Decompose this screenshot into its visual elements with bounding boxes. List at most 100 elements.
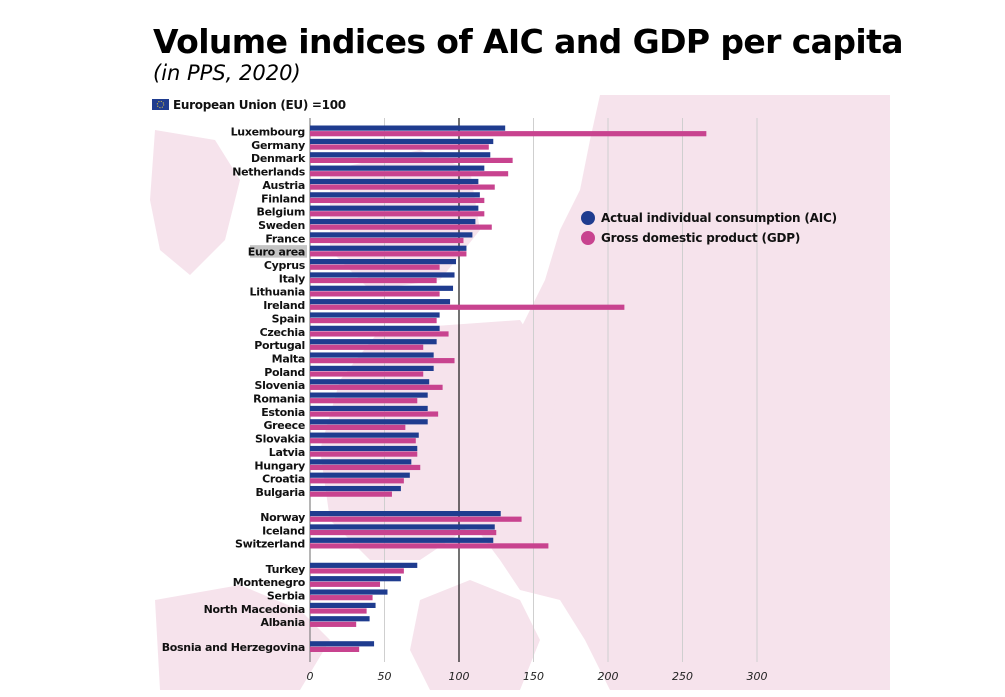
bar-aic-estonia — [310, 405, 428, 412]
category-label-north-macedonia: North Macedonia — [204, 603, 305, 616]
bar-aic-czechia — [310, 325, 440, 331]
bar-aic-romania — [310, 392, 428, 398]
bar-aic-switzerland — [310, 537, 494, 543]
x-tick-label: 300 — [747, 670, 768, 683]
category-label-greece: Greece — [263, 419, 305, 432]
map-land-4 — [410, 580, 540, 690]
category-label-malta: Malta — [272, 352, 305, 365]
bar-aic-malta — [310, 352, 434, 358]
x-tick-label: 100 — [449, 670, 470, 683]
bar-aic-slovakia — [310, 432, 419, 438]
legend-label-aic: Actual individual consumption (AIC) — [601, 211, 837, 225]
bar-gdp-north-macedonia — [310, 608, 367, 614]
category-label-italy: Italy — [279, 272, 305, 285]
bar-aic-italy — [310, 272, 455, 278]
category-label-luxembourg: Luxembourg — [231, 126, 305, 139]
bar-gdp-albania — [310, 621, 357, 627]
category-label-romania: Romania — [253, 393, 305, 406]
category-label-ireland: Ireland — [263, 299, 305, 312]
bar-gdp-portugal — [310, 344, 424, 350]
category-label-hungary: Hungary — [254, 459, 305, 472]
bar-gdp-luxembourg — [310, 131, 707, 137]
bar-gdp-greece — [310, 424, 406, 430]
bar-gdp-latvia — [310, 451, 418, 457]
bar-gdp-malta — [310, 358, 455, 364]
bar-aic-greece — [310, 419, 428, 425]
bar-gdp-finland — [310, 197, 485, 204]
category-label-bosnia-and-herzegovina: Bosnia and Herzegovina — [162, 641, 305, 654]
bar-aic-denmark — [310, 152, 491, 158]
bar-gdp-belgium — [310, 211, 485, 217]
x-tick-label: 250 — [672, 670, 693, 683]
bar-aic-euro-area — [310, 245, 467, 251]
bar-aic-slovenia — [310, 379, 430, 385]
bar-aic-finland — [310, 192, 480, 198]
bars — [310, 125, 707, 652]
bar-aic-montenegro — [310, 576, 401, 582]
bar-gdp-estonia — [310, 411, 439, 417]
bar-gdp-norway — [310, 516, 522, 522]
bar-gdp-hungary — [310, 464, 421, 471]
category-label-iceland: Iceland — [262, 524, 305, 537]
category-label-serbia: Serbia — [267, 589, 305, 602]
bar-aic-austria — [310, 178, 479, 185]
legend: Actual individual consumption (AIC) Gros… — [581, 211, 837, 245]
category-label-spain: Spain — [272, 312, 305, 325]
category-label-czechia: Czechia — [260, 326, 305, 339]
bar-aic-lithuania — [310, 285, 454, 291]
bar-gdp-slovenia — [310, 384, 443, 390]
category-label-sweden: Sweden — [258, 219, 305, 232]
bar-gdp-austria — [310, 184, 495, 190]
bar-aic-norway — [310, 511, 501, 517]
bar-aic-cyprus — [310, 259, 457, 265]
highlight-layer — [250, 245, 307, 258]
map-land-0 — [455, 95, 890, 690]
x-tick-label: 0 — [307, 670, 314, 683]
bar-gdp-croatia — [310, 478, 404, 484]
bar-gdp-lithuania — [310, 291, 440, 297]
x-axis-tick-labels: 0 50 100 150 200 250 300 — [307, 670, 768, 683]
category-label-austria: Austria — [262, 179, 305, 192]
category-label-turkey: Turkey — [266, 563, 306, 576]
x-tick-label: 150 — [523, 670, 544, 683]
bar-gdp-serbia — [310, 595, 373, 601]
bar-gdp-cyprus — [310, 264, 440, 270]
chart-title: Volume indices of AIC and GDP per capita — [153, 22, 903, 61]
map-land-1 — [150, 130, 240, 275]
eu-note: European Union (EU) =100 — [152, 98, 346, 112]
bar-aic-france — [310, 232, 473, 238]
bar-aic-serbia — [310, 589, 388, 595]
eu-flag-icon — [152, 99, 169, 110]
bar-aic-portugal — [310, 339, 437, 345]
bar-gdp-romania — [310, 398, 418, 404]
legend-marker-aic — [581, 211, 595, 225]
chart-subtitle: (in PPS, 2020) — [153, 61, 301, 85]
europe-map-background — [150, 95, 890, 690]
category-label-belgium: Belgium — [257, 206, 305, 219]
bar-aic-luxembourg — [310, 125, 506, 131]
bar-gdp-turkey — [310, 568, 404, 574]
bar-gdp-netherlands — [310, 171, 509, 177]
bar-aic-iceland — [310, 524, 495, 530]
legend-marker-gdp — [581, 231, 595, 245]
category-label-estonia: Estonia — [261, 406, 305, 419]
bar-aic-hungary — [310, 459, 412, 465]
bar-gdp-germany — [310, 144, 489, 150]
category-label-bulgaria: Bulgaria — [255, 486, 305, 499]
category-label-lithuania: Lithuania — [250, 286, 305, 299]
highlight-euro-area — [250, 245, 307, 258]
category-label-germany: Germany — [251, 139, 305, 152]
category-label-netherlands: Netherlands — [232, 166, 306, 179]
bar-aic-germany — [310, 138, 494, 145]
bar-gdp-sweden — [310, 224, 492, 230]
category-label-france: France — [265, 232, 305, 245]
bar-gdp-bosnia-and-herzegovina — [310, 646, 360, 652]
bar-gdp-iceland — [310, 529, 497, 536]
bar-aic-sweden — [310, 218, 476, 225]
legend-label-gdp: Gross domestic product (GDP) — [601, 231, 800, 245]
bar-aic-ireland — [310, 299, 451, 305]
bar-gdp-bulgaria — [310, 491, 392, 497]
bar-gdp-spain — [310, 318, 437, 324]
category-label-slovakia: Slovakia — [255, 433, 305, 446]
